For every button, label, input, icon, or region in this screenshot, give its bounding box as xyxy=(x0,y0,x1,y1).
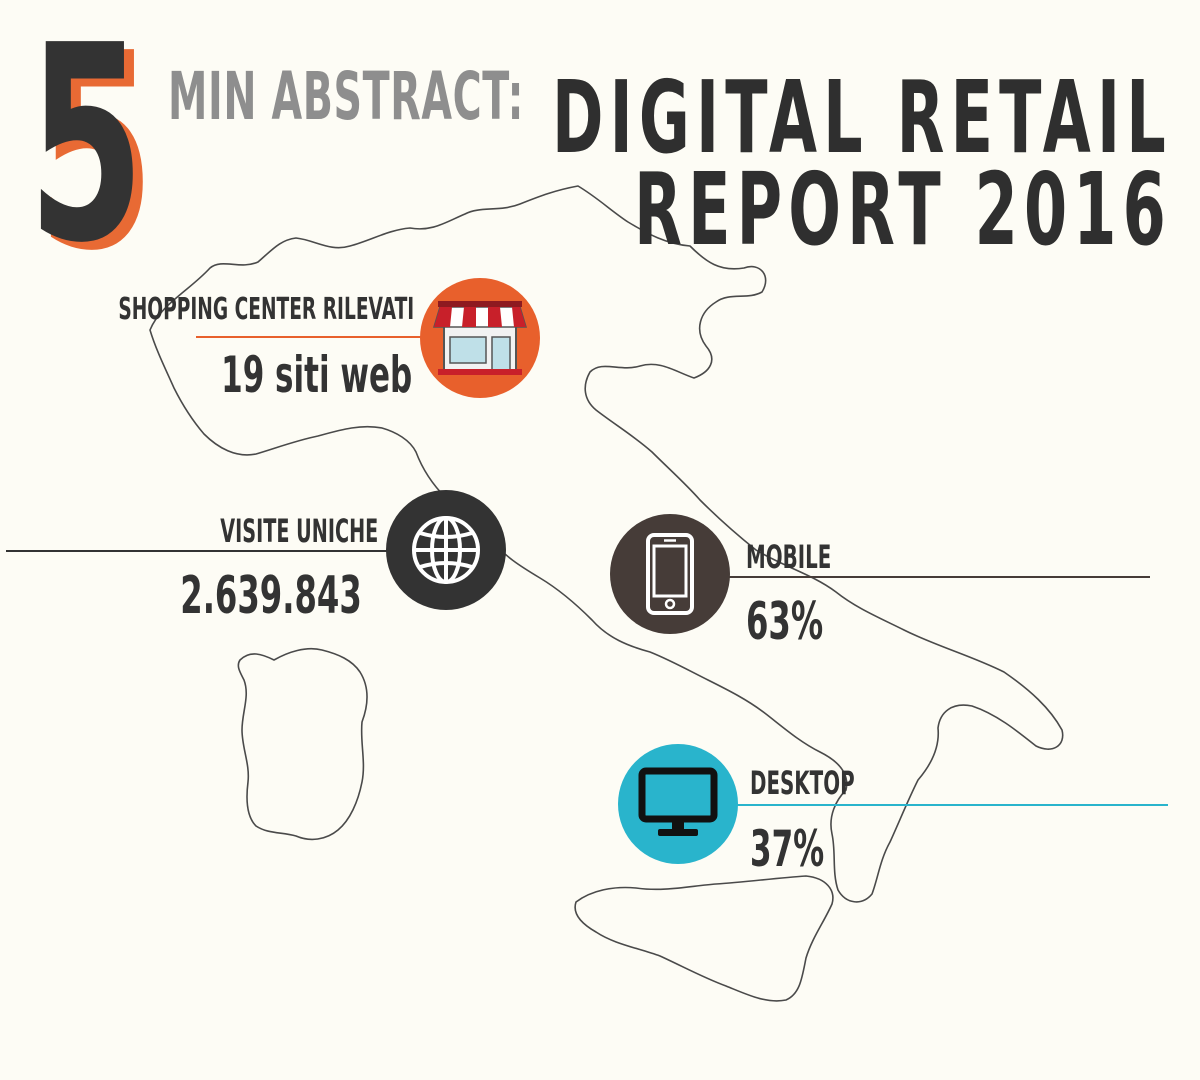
storefront-circle xyxy=(420,278,540,398)
shopping-center-label: SHOPPING CENTER RILEVATI xyxy=(118,292,414,327)
page-title: DIGITAL RETAIL REPORT 2016 xyxy=(552,59,1172,268)
visite-uniche-label: VISITE UNICHE xyxy=(220,512,378,550)
storefront-icon xyxy=(432,301,528,375)
desktop-label: DESKTOP xyxy=(750,764,855,802)
monitor-icon xyxy=(638,767,718,836)
smartphone-circle xyxy=(610,514,730,634)
sardinia-outline xyxy=(237,647,368,841)
big-number: 5 xyxy=(28,0,145,302)
title-line-1: DIGITAL RETAIL xyxy=(552,59,1172,176)
smartphone-icon xyxy=(646,533,694,615)
big-number-five: 5 5 xyxy=(28,0,163,310)
subtitle: MIN ABSTRACT: xyxy=(168,58,525,135)
desktop-value: 37% xyxy=(750,820,825,878)
big-number-shadow: 5 xyxy=(38,0,155,310)
sicily-outline xyxy=(574,875,834,1002)
mobile-line xyxy=(726,576,1150,578)
visite-uniche-line xyxy=(6,550,390,552)
monitor-circle xyxy=(618,744,738,864)
desktop-line xyxy=(736,804,1168,806)
visite-uniche-value: 2.639.843 xyxy=(180,566,362,626)
globe-icon xyxy=(412,516,480,584)
globe-circle xyxy=(386,490,506,610)
mobile-label: MOBILE xyxy=(746,538,832,576)
shopping-center-value: 19 siti web xyxy=(220,346,412,404)
title-line-2: REPORT 2016 xyxy=(634,151,1172,268)
mobile-value: 63% xyxy=(746,592,824,652)
shopping-center-underline xyxy=(196,336,426,338)
